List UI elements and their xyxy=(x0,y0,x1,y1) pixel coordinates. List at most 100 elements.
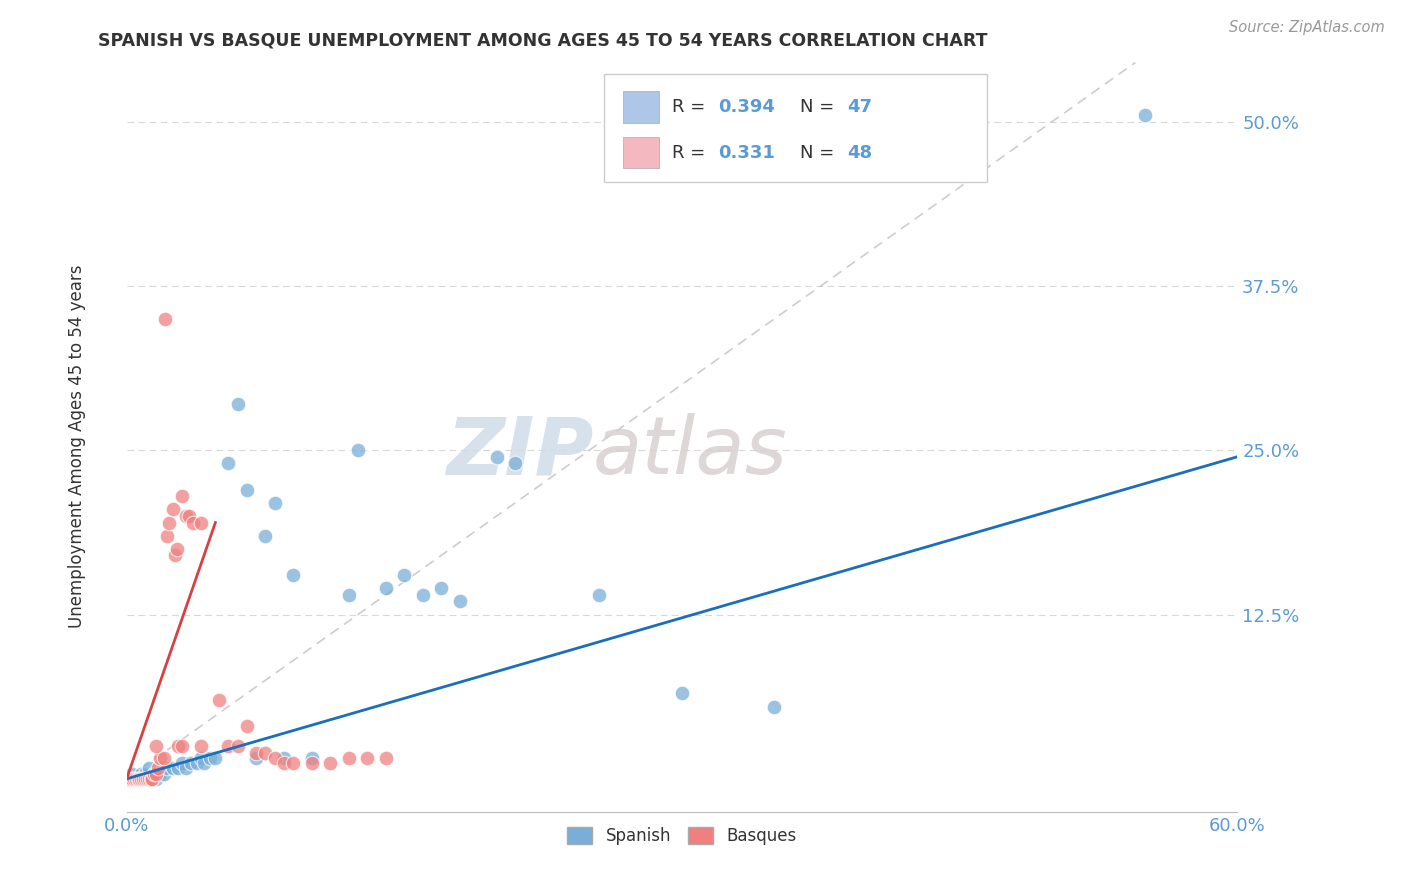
Point xyxy=(347,443,370,458)
Text: atlas: atlas xyxy=(593,413,787,491)
Text: ZIP: ZIP xyxy=(446,413,593,491)
Point xyxy=(226,397,249,411)
Point xyxy=(245,751,267,765)
Point xyxy=(180,756,202,770)
Point xyxy=(337,588,360,602)
Point xyxy=(503,456,526,470)
Point xyxy=(163,549,186,563)
Point xyxy=(138,772,160,786)
Point xyxy=(671,686,693,700)
Point xyxy=(254,746,277,760)
Text: R =: R = xyxy=(672,144,717,161)
Point xyxy=(139,772,162,786)
Point xyxy=(236,483,259,497)
Point xyxy=(217,739,239,753)
Point xyxy=(143,766,166,780)
Point xyxy=(485,450,508,464)
Point xyxy=(156,761,179,775)
Point xyxy=(125,772,148,786)
Legend: Spanish, Basques: Spanish, Basques xyxy=(561,821,803,852)
Point xyxy=(167,761,190,775)
Point xyxy=(319,756,342,770)
Point xyxy=(157,516,180,530)
Point xyxy=(204,751,226,765)
Text: 0.331: 0.331 xyxy=(718,144,776,161)
Point xyxy=(135,772,157,786)
Point xyxy=(172,739,194,753)
Point xyxy=(128,772,150,786)
Point xyxy=(162,502,184,516)
Point xyxy=(143,766,166,780)
Point xyxy=(226,739,249,753)
Point xyxy=(245,746,267,760)
Point xyxy=(430,581,453,595)
FancyBboxPatch shape xyxy=(623,92,658,123)
Point xyxy=(121,766,143,780)
Point xyxy=(120,772,142,786)
Text: N =: N = xyxy=(800,98,839,116)
Point xyxy=(162,761,184,775)
Point xyxy=(190,516,212,530)
Point xyxy=(132,772,155,786)
Point xyxy=(263,496,285,510)
Point xyxy=(115,772,138,786)
Point xyxy=(190,751,212,765)
Point xyxy=(1133,108,1156,122)
FancyBboxPatch shape xyxy=(605,74,987,182)
Point xyxy=(155,311,177,326)
Point xyxy=(254,529,277,543)
Point xyxy=(263,751,285,765)
Point xyxy=(181,516,204,530)
Point xyxy=(134,772,156,786)
Point xyxy=(141,772,163,786)
Point xyxy=(172,489,194,503)
Point xyxy=(152,766,174,780)
Point xyxy=(117,772,139,786)
Point xyxy=(449,594,471,608)
Point xyxy=(131,766,153,780)
Point xyxy=(122,772,145,786)
Text: SPANISH VS BASQUE UNEMPLOYMENT AMONG AGES 45 TO 54 YEARS CORRELATION CHART: SPANISH VS BASQUE UNEMPLOYMENT AMONG AGE… xyxy=(98,31,988,49)
Text: 47: 47 xyxy=(848,98,872,116)
Point xyxy=(121,772,143,786)
Point xyxy=(172,756,194,770)
Point xyxy=(149,766,172,780)
FancyBboxPatch shape xyxy=(623,137,658,169)
Point xyxy=(273,751,295,765)
Point xyxy=(281,756,304,770)
Point xyxy=(127,772,149,786)
Text: Source: ZipAtlas.com: Source: ZipAtlas.com xyxy=(1229,20,1385,35)
Point xyxy=(152,751,174,765)
Point xyxy=(301,756,323,770)
Text: N =: N = xyxy=(800,144,839,161)
Point xyxy=(145,766,167,780)
Point xyxy=(146,761,169,775)
Point xyxy=(301,751,323,765)
Point xyxy=(179,508,201,523)
Point xyxy=(131,772,153,786)
Point xyxy=(132,772,155,786)
Point xyxy=(198,751,221,765)
Point xyxy=(273,756,295,770)
Point xyxy=(174,761,197,775)
Point xyxy=(193,756,215,770)
Point xyxy=(217,456,239,470)
Text: R =: R = xyxy=(672,98,711,116)
Point xyxy=(115,772,138,786)
Point xyxy=(281,568,304,582)
Point xyxy=(145,772,167,786)
Text: Unemployment Among Ages 45 to 54 years: Unemployment Among Ages 45 to 54 years xyxy=(69,264,86,628)
Text: 0.394: 0.394 xyxy=(718,98,776,116)
Point xyxy=(337,751,360,765)
Point xyxy=(134,766,156,780)
Point xyxy=(120,772,142,786)
Point xyxy=(374,751,396,765)
Point xyxy=(394,568,416,582)
Point xyxy=(156,529,179,543)
Point xyxy=(236,719,259,733)
Point xyxy=(128,772,150,786)
Point xyxy=(145,739,167,753)
Point xyxy=(149,751,172,765)
Point xyxy=(186,756,208,770)
Point xyxy=(412,588,434,602)
